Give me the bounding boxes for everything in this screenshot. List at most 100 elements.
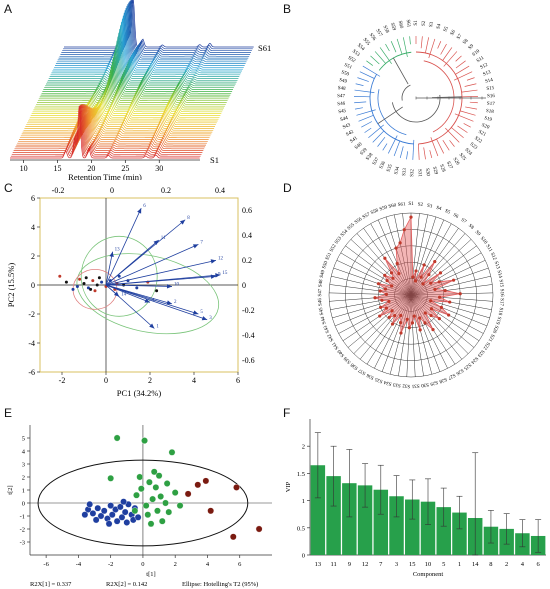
leaf-branch bbox=[469, 101, 478, 104]
chromatogram-trace bbox=[15, 104, 206, 148]
score-point-blue bbox=[94, 504, 102, 512]
radar-label: S20 bbox=[491, 324, 499, 334]
top-tick-label: 0 bbox=[110, 186, 114, 195]
leaf-label: S41 bbox=[350, 136, 360, 145]
leaf-label: S27 bbox=[445, 161, 453, 171]
leaf-label: S13 bbox=[483, 70, 492, 77]
score-point-darkred bbox=[184, 490, 192, 498]
radar-label: S33 bbox=[392, 381, 401, 387]
score-point-green bbox=[165, 508, 173, 516]
leaf-label: S32 bbox=[410, 168, 415, 177]
loading-arrowhead bbox=[113, 291, 120, 297]
leaf-label: S19 bbox=[483, 116, 492, 123]
leaf-label: S18 bbox=[485, 109, 494, 115]
radar-point bbox=[423, 311, 427, 315]
radar-point bbox=[412, 314, 416, 318]
leaf-label: S24 bbox=[463, 148, 472, 157]
score-point bbox=[64, 280, 68, 284]
score-point bbox=[100, 280, 104, 284]
score-point bbox=[97, 276, 101, 280]
leaf-branch bbox=[449, 140, 455, 147]
leaf-label: S29 bbox=[431, 166, 438, 175]
loading-arrowhead bbox=[201, 316, 208, 321]
score-point-blue bbox=[134, 513, 142, 521]
radar-label: S41 bbox=[332, 340, 341, 350]
leaf-branch bbox=[430, 137, 439, 157]
leaf-label: S36 bbox=[379, 160, 387, 170]
leaf-label: S53 bbox=[351, 49, 361, 58]
x-tick-label: 2 bbox=[148, 376, 152, 385]
leaf-label: S42 bbox=[345, 130, 355, 138]
leaf-label: S7 bbox=[456, 33, 463, 41]
leaf-branch bbox=[443, 51, 458, 67]
score-point bbox=[117, 274, 121, 278]
loading-arrow bbox=[105, 251, 113, 286]
loading-arrowhead bbox=[192, 310, 199, 315]
radar-point bbox=[376, 282, 381, 286]
score-point bbox=[135, 286, 139, 290]
y-tick-label: 5 bbox=[22, 436, 25, 443]
leaf-label: S11 bbox=[476, 56, 486, 64]
radar-point bbox=[390, 309, 394, 313]
leaf-branch bbox=[354, 101, 367, 104]
radar-label: S24 bbox=[469, 355, 478, 364]
radar-label: S29 bbox=[429, 379, 438, 386]
leaf-label: S37 bbox=[372, 157, 381, 167]
leaf-label: S1 bbox=[414, 20, 419, 26]
radar-point bbox=[429, 313, 433, 318]
radar-spoke bbox=[332, 294, 412, 319]
radar-label: S21 bbox=[486, 333, 494, 343]
y-tick-label: 2 bbox=[302, 444, 305, 451]
radar-point bbox=[443, 288, 447, 293]
score-point-darkred bbox=[194, 481, 202, 489]
radar-label: S13 bbox=[493, 261, 500, 270]
loading-arrow bbox=[105, 259, 217, 286]
radar-label: S17 bbox=[498, 298, 504, 307]
score-point bbox=[155, 289, 159, 293]
x-tick-label: 5 bbox=[442, 561, 445, 568]
chromatogram-trace bbox=[59, 2, 250, 57]
radar-spoke bbox=[410, 219, 445, 296]
cluster-arc bbox=[401, 84, 411, 101]
radar-point bbox=[395, 261, 399, 266]
radar-label: S43 bbox=[323, 324, 331, 334]
leaf-branch bbox=[355, 83, 364, 86]
radar-spoke bbox=[410, 294, 416, 377]
radar-label: S19 bbox=[494, 316, 501, 325]
x-tick-label: 10 bbox=[425, 561, 432, 568]
radar-spoke bbox=[329, 294, 412, 302]
leaf-branch bbox=[455, 60, 466, 69]
leaf-label: S3 bbox=[429, 21, 435, 28]
leaf-label: S46 bbox=[337, 102, 346, 108]
leaf-label: S59 bbox=[389, 22, 396, 31]
x-tick-label: 14 bbox=[472, 561, 479, 568]
score-point-green bbox=[144, 511, 152, 519]
leaf-label: S31 bbox=[417, 169, 422, 178]
leaf-branch bbox=[406, 151, 409, 160]
leaf-label: S35 bbox=[386, 163, 394, 173]
score-point-green bbox=[158, 517, 166, 525]
score-point-blue bbox=[123, 519, 131, 526]
leaf-label: S51 bbox=[343, 63, 353, 71]
radar-label: S60 bbox=[388, 203, 397, 210]
x-tick-label: 10 bbox=[20, 164, 28, 173]
chromatogram-trace bbox=[11, 104, 202, 155]
radar-point bbox=[387, 299, 391, 304]
leaf-branch bbox=[354, 107, 363, 110]
x-tick-label: 1 bbox=[458, 561, 461, 568]
trace-label-first: S1 bbox=[210, 155, 219, 165]
score-point-darkred bbox=[202, 477, 210, 485]
chromatogram-trace bbox=[43, 61, 233, 90]
leaf-label: S26 bbox=[452, 157, 461, 167]
leaf-label: S45 bbox=[338, 109, 347, 115]
loading-arrow bbox=[105, 207, 142, 286]
radar-label: S47 bbox=[318, 288, 323, 296]
radar-point bbox=[411, 275, 415, 279]
loading-arrow bbox=[105, 284, 151, 303]
y-tick-label: 0 bbox=[31, 281, 35, 290]
x-tick-label: -2 bbox=[59, 376, 66, 385]
leaf-branch bbox=[362, 65, 381, 77]
panel-label-d: D bbox=[283, 181, 292, 195]
chromatogram-trace bbox=[19, 106, 210, 139]
radar-point bbox=[437, 317, 441, 321]
